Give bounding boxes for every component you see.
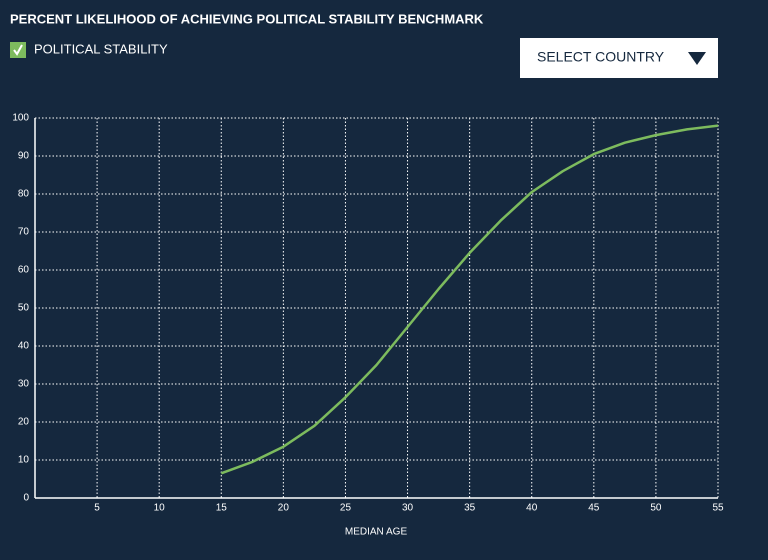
x-tick-label: 10 bbox=[154, 503, 166, 514]
y-tick-label: 60 bbox=[18, 265, 30, 276]
x-tick-label: 25 bbox=[340, 503, 352, 514]
y-tick-label: 50 bbox=[18, 303, 30, 314]
x-tick-label: 35 bbox=[464, 503, 476, 514]
line-series bbox=[220, 124, 719, 475]
check-icon bbox=[13, 44, 23, 56]
x-tick-label: 45 bbox=[588, 503, 600, 514]
x-tick-label: 30 bbox=[402, 503, 414, 514]
legend[interactable]: POLITICAL STABILITY bbox=[10, 41, 168, 58]
y-tick-label: 70 bbox=[18, 227, 30, 238]
y-tick-label: 10 bbox=[18, 455, 30, 466]
y-tick-label: 20 bbox=[18, 417, 30, 428]
dropdown[interactable]: SELECT COUNTRY bbox=[520, 38, 718, 78]
dropdown-arrow bbox=[688, 52, 706, 65]
y-tick-label: 90 bbox=[18, 151, 30, 162]
y-tick-label: 30 bbox=[18, 379, 30, 390]
x-tick-label: 20 bbox=[278, 503, 290, 514]
x-tick-label: 55 bbox=[712, 503, 724, 514]
dropdown-box[interactable] bbox=[520, 38, 718, 78]
x-tick-label: 5 bbox=[94, 503, 100, 514]
y-tick-label: 0 bbox=[23, 493, 29, 504]
y-tick-label: 80 bbox=[18, 189, 30, 200]
y-tick-label: 100 bbox=[12, 113, 29, 124]
dropdown-label: SELECT COUNTRY bbox=[537, 49, 665, 65]
x-axis-label: MEDIAN AGE bbox=[345, 527, 408, 538]
x-tick-label: 40 bbox=[526, 503, 538, 514]
x-tick-label: 50 bbox=[650, 503, 662, 514]
chart-title: PERCENT LIKELIHOOD OF ACHIEVING POLITICA… bbox=[10, 11, 484, 26]
legend-checkbox[interactable] bbox=[10, 42, 26, 58]
legend-label: POLITICAL STABILITY bbox=[34, 41, 168, 56]
y-tick-label: 40 bbox=[18, 341, 30, 352]
x-tick-label: 15 bbox=[216, 503, 228, 514]
